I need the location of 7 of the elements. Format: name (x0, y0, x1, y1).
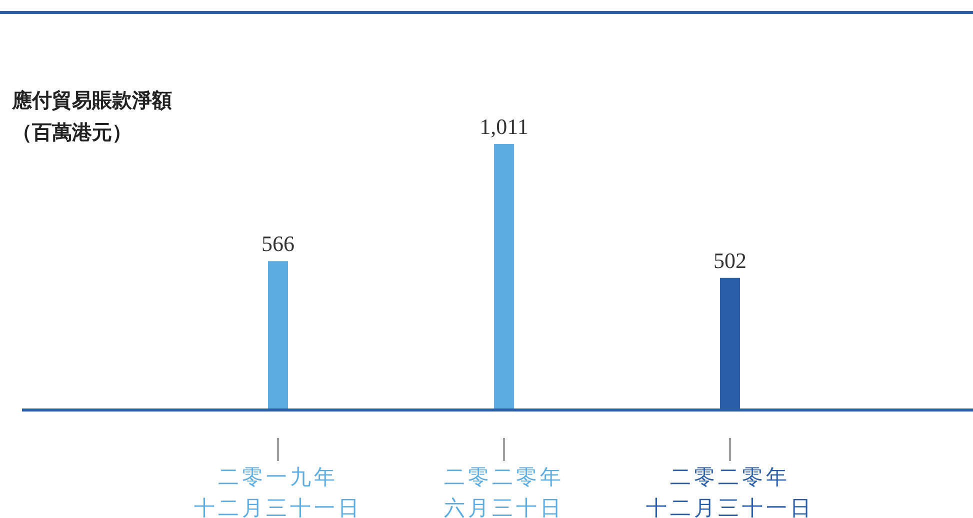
data-label: 566 (262, 231, 294, 256)
x-tick-label: 二零二零年十二月三十一日 (646, 465, 814, 518)
x-tick-label: 二零二零年六月三十日 (444, 465, 564, 518)
x-tick-label: 二零一九年十二月三十一日 (194, 465, 362, 518)
data-label: 1,011 (480, 114, 528, 139)
data-label: 502 (714, 248, 746, 273)
y-axis-title: 應付貿易賬款淨額（百萬港元） (12, 87, 173, 146)
